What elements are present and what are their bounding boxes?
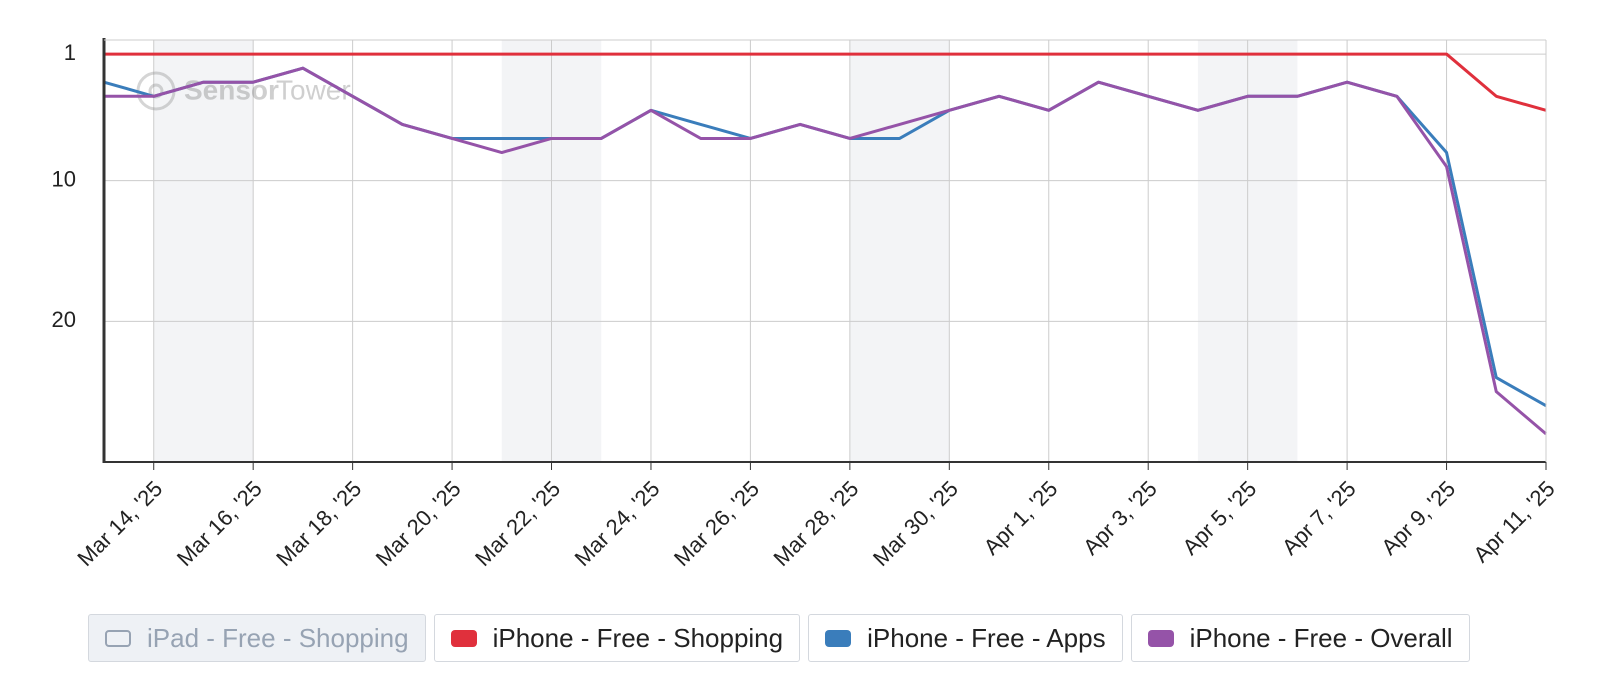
watermark-text: Tower bbox=[276, 74, 351, 105]
x-tick-label: Apr 5, '25 bbox=[1178, 476, 1262, 560]
x-tick-label: Mar 28, '25 bbox=[768, 476, 863, 571]
weekend-band bbox=[153, 40, 254, 462]
y-tick-label: 1 bbox=[64, 40, 76, 65]
legend-label: iPhone - Free - Overall bbox=[1189, 622, 1453, 653]
lines bbox=[103, 52, 1547, 436]
legend-label: iPhone - Free - Shopping bbox=[492, 622, 784, 653]
legend-swatch bbox=[450, 629, 477, 647]
x-tick-label: Mar 30, '25 bbox=[868, 476, 963, 571]
x-tick-label: Apr 7, '25 bbox=[1277, 476, 1361, 560]
x-tick-label: Apr 9, '25 bbox=[1376, 476, 1460, 560]
x-tick-label: Mar 18, '25 bbox=[271, 476, 366, 571]
x-tick-label: Mar 20, '25 bbox=[371, 476, 466, 571]
series-line bbox=[104, 66, 1547, 436]
x-tick-label: Mar 26, '25 bbox=[669, 476, 764, 571]
series-line bbox=[103, 66, 1547, 408]
legend-swatch bbox=[105, 629, 131, 647]
x-tick-label: Apr 3, '25 bbox=[1078, 476, 1162, 560]
x-tick-label: Apr 11, '25 bbox=[1468, 476, 1559, 567]
x-tick-label: Mar 22, '25 bbox=[470, 476, 565, 571]
x-tick-label: Mar 14, '25 bbox=[72, 476, 167, 571]
legend-item[interactable]: iPhone - Free - Shopping bbox=[433, 614, 801, 662]
series-line bbox=[104, 52, 1547, 112]
legend-label: iPad - Free - Shopping bbox=[147, 622, 409, 653]
y-tick-label: 10 bbox=[52, 166, 76, 191]
legend-item[interactable]: iPhone - Free - Overall bbox=[1130, 614, 1470, 662]
legend: iPad - Free - Shopping iPhone - Free - Sh… bbox=[88, 614, 1470, 662]
x-tick-label: Apr 1, '25 bbox=[979, 476, 1063, 560]
legend-label: iPhone - Free - Apps bbox=[867, 622, 1106, 653]
legend-item[interactable]: iPad - Free - Shopping bbox=[88, 614, 426, 662]
x-tick-label: Mar 24, '25 bbox=[570, 476, 665, 571]
y-tick-label: 20 bbox=[52, 307, 76, 332]
watermark: Sensor Tower bbox=[136, 71, 351, 111]
legend-swatch bbox=[825, 629, 852, 647]
weekend-band bbox=[849, 40, 950, 462]
chart: Sensor Tower 1 10 20 Mar 14, '25 Mar 16, '25… bbox=[52, 38, 1560, 571]
legend-swatch bbox=[1147, 629, 1174, 647]
legend-item[interactable]: iPhone - Free - Apps bbox=[808, 614, 1123, 662]
x-tick-label: Mar 16, '25 bbox=[172, 476, 267, 571]
